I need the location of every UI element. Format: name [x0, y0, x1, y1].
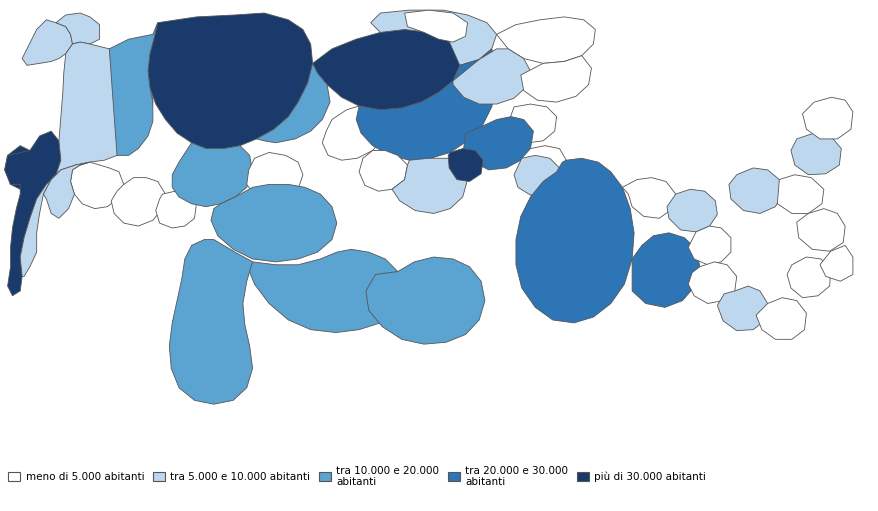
- Polygon shape: [687, 262, 736, 304]
- Polygon shape: [356, 49, 496, 160]
- Polygon shape: [515, 158, 633, 323]
- Polygon shape: [790, 133, 840, 175]
- Polygon shape: [507, 104, 556, 143]
- Polygon shape: [404, 10, 467, 42]
- Polygon shape: [112, 178, 165, 226]
- Polygon shape: [687, 226, 730, 265]
- Polygon shape: [148, 13, 313, 149]
- Legend: meno di 5.000 abitanti, tra 5.000 e 10.000 abitanti, tra 10.000 e 20.000
abitant: meno di 5.000 abitanti, tra 5.000 e 10.0…: [8, 466, 706, 487]
- Polygon shape: [520, 56, 591, 102]
- Polygon shape: [247, 152, 303, 201]
- Polygon shape: [514, 155, 559, 195]
- Polygon shape: [56, 13, 99, 44]
- Polygon shape: [776, 175, 823, 214]
- Polygon shape: [211, 184, 336, 262]
- Polygon shape: [155, 191, 196, 228]
- Polygon shape: [4, 131, 61, 296]
- Polygon shape: [256, 63, 329, 143]
- Polygon shape: [622, 178, 675, 218]
- Polygon shape: [666, 189, 716, 232]
- Polygon shape: [631, 233, 699, 308]
- Polygon shape: [247, 249, 401, 333]
- Polygon shape: [795, 208, 844, 251]
- Polygon shape: [452, 49, 529, 104]
- Polygon shape: [755, 298, 805, 339]
- Polygon shape: [43, 162, 90, 218]
- Polygon shape: [22, 20, 72, 65]
- Polygon shape: [313, 30, 459, 110]
- Polygon shape: [365, 257, 485, 344]
- Polygon shape: [109, 22, 157, 155]
- Polygon shape: [359, 151, 407, 191]
- Polygon shape: [392, 158, 467, 214]
- Polygon shape: [819, 245, 852, 281]
- Polygon shape: [802, 97, 852, 139]
- Polygon shape: [728, 168, 781, 214]
- Polygon shape: [496, 17, 594, 63]
- Polygon shape: [172, 143, 252, 206]
- Polygon shape: [70, 162, 124, 208]
- Polygon shape: [20, 42, 153, 276]
- Polygon shape: [371, 10, 496, 65]
- Polygon shape: [786, 257, 830, 298]
- Polygon shape: [716, 286, 766, 331]
- Polygon shape: [169, 240, 252, 404]
- Polygon shape: [463, 117, 533, 170]
- Polygon shape: [4, 146, 33, 189]
- Polygon shape: [522, 146, 565, 182]
- Polygon shape: [448, 149, 483, 181]
- Polygon shape: [322, 106, 385, 160]
